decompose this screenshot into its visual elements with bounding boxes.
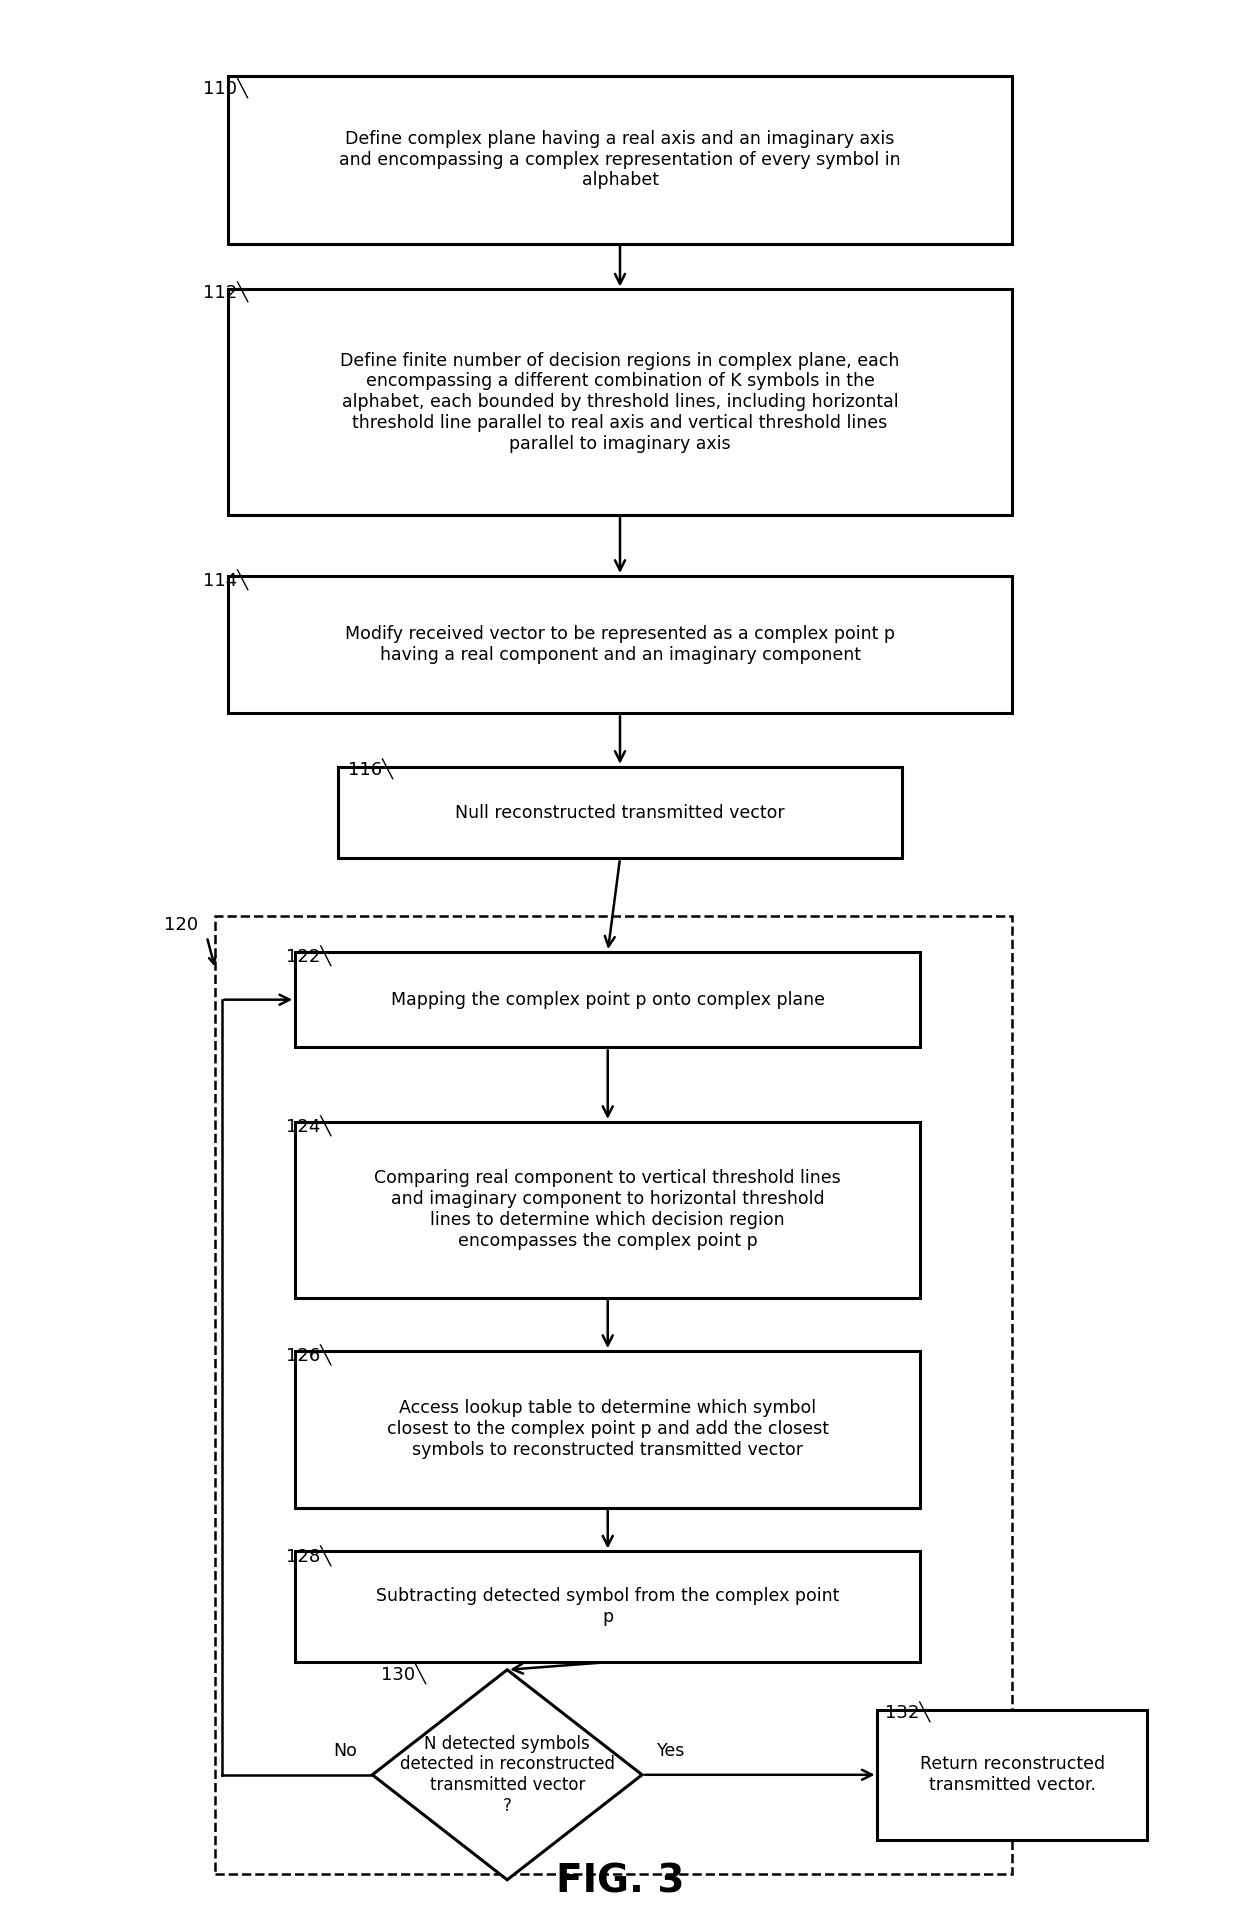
Bar [295, 1552, 920, 1661]
Text: 126╲: 126╲ [286, 1346, 331, 1365]
Text: Yes: Yes [657, 1742, 686, 1760]
Bar [295, 952, 920, 1048]
Text: N detected symbols
detected in reconstructed
transmitted vector
?: N detected symbols detected in reconstru… [399, 1735, 615, 1815]
Bar [295, 1121, 920, 1298]
Bar [228, 290, 1012, 515]
Text: Comparing real component to vertical threshold lines
and imaginary component to : Comparing real component to vertical thr… [374, 1169, 841, 1250]
Text: 110╲: 110╲ [203, 77, 248, 98]
Text: 130╲: 130╲ [381, 1663, 425, 1685]
Text: Define complex plane having a real axis and an imaginary axis
and encompassing a: Define complex plane having a real axis … [340, 131, 900, 190]
Text: Define finite number of decision regions in complex plane, each
encompassing a d: Define finite number of decision regions… [340, 352, 900, 452]
Bar [228, 575, 1012, 713]
Text: 114╲: 114╲ [203, 569, 248, 590]
Text: 120: 120 [164, 915, 198, 935]
Bar [878, 1710, 1147, 1840]
Text: 116╲: 116╲ [347, 760, 393, 781]
Polygon shape [372, 1669, 642, 1881]
Text: 124╲: 124╲ [286, 1115, 332, 1136]
Text: 122╲: 122╲ [286, 946, 332, 967]
Bar [216, 915, 1012, 1875]
Text: Mapping the complex point p onto complex plane: Mapping the complex point p onto complex… [391, 990, 825, 1010]
Text: 132╲: 132╲ [885, 1702, 930, 1723]
Text: Subtracting detected symbol from the complex point
p: Subtracting detected symbol from the com… [376, 1586, 839, 1627]
Bar [295, 1352, 920, 1508]
Text: Access lookup table to determine which symbol
closest to the complex point p and: Access lookup table to determine which s… [387, 1400, 828, 1460]
Text: FIG. 3: FIG. 3 [556, 1863, 684, 1900]
Text: Return reconstructed
transmitted vector.: Return reconstructed transmitted vector. [920, 1756, 1105, 1794]
Text: 112╲: 112╲ [203, 283, 248, 304]
Bar [339, 767, 901, 858]
Text: 128╲: 128╲ [286, 1546, 331, 1567]
Text: Null reconstructed transmitted vector: Null reconstructed transmitted vector [455, 804, 785, 821]
Bar [228, 75, 1012, 244]
Text: Modify received vector to be represented as a complex point p
having a real comp: Modify received vector to be represented… [345, 625, 895, 663]
Text: No: No [334, 1742, 357, 1760]
